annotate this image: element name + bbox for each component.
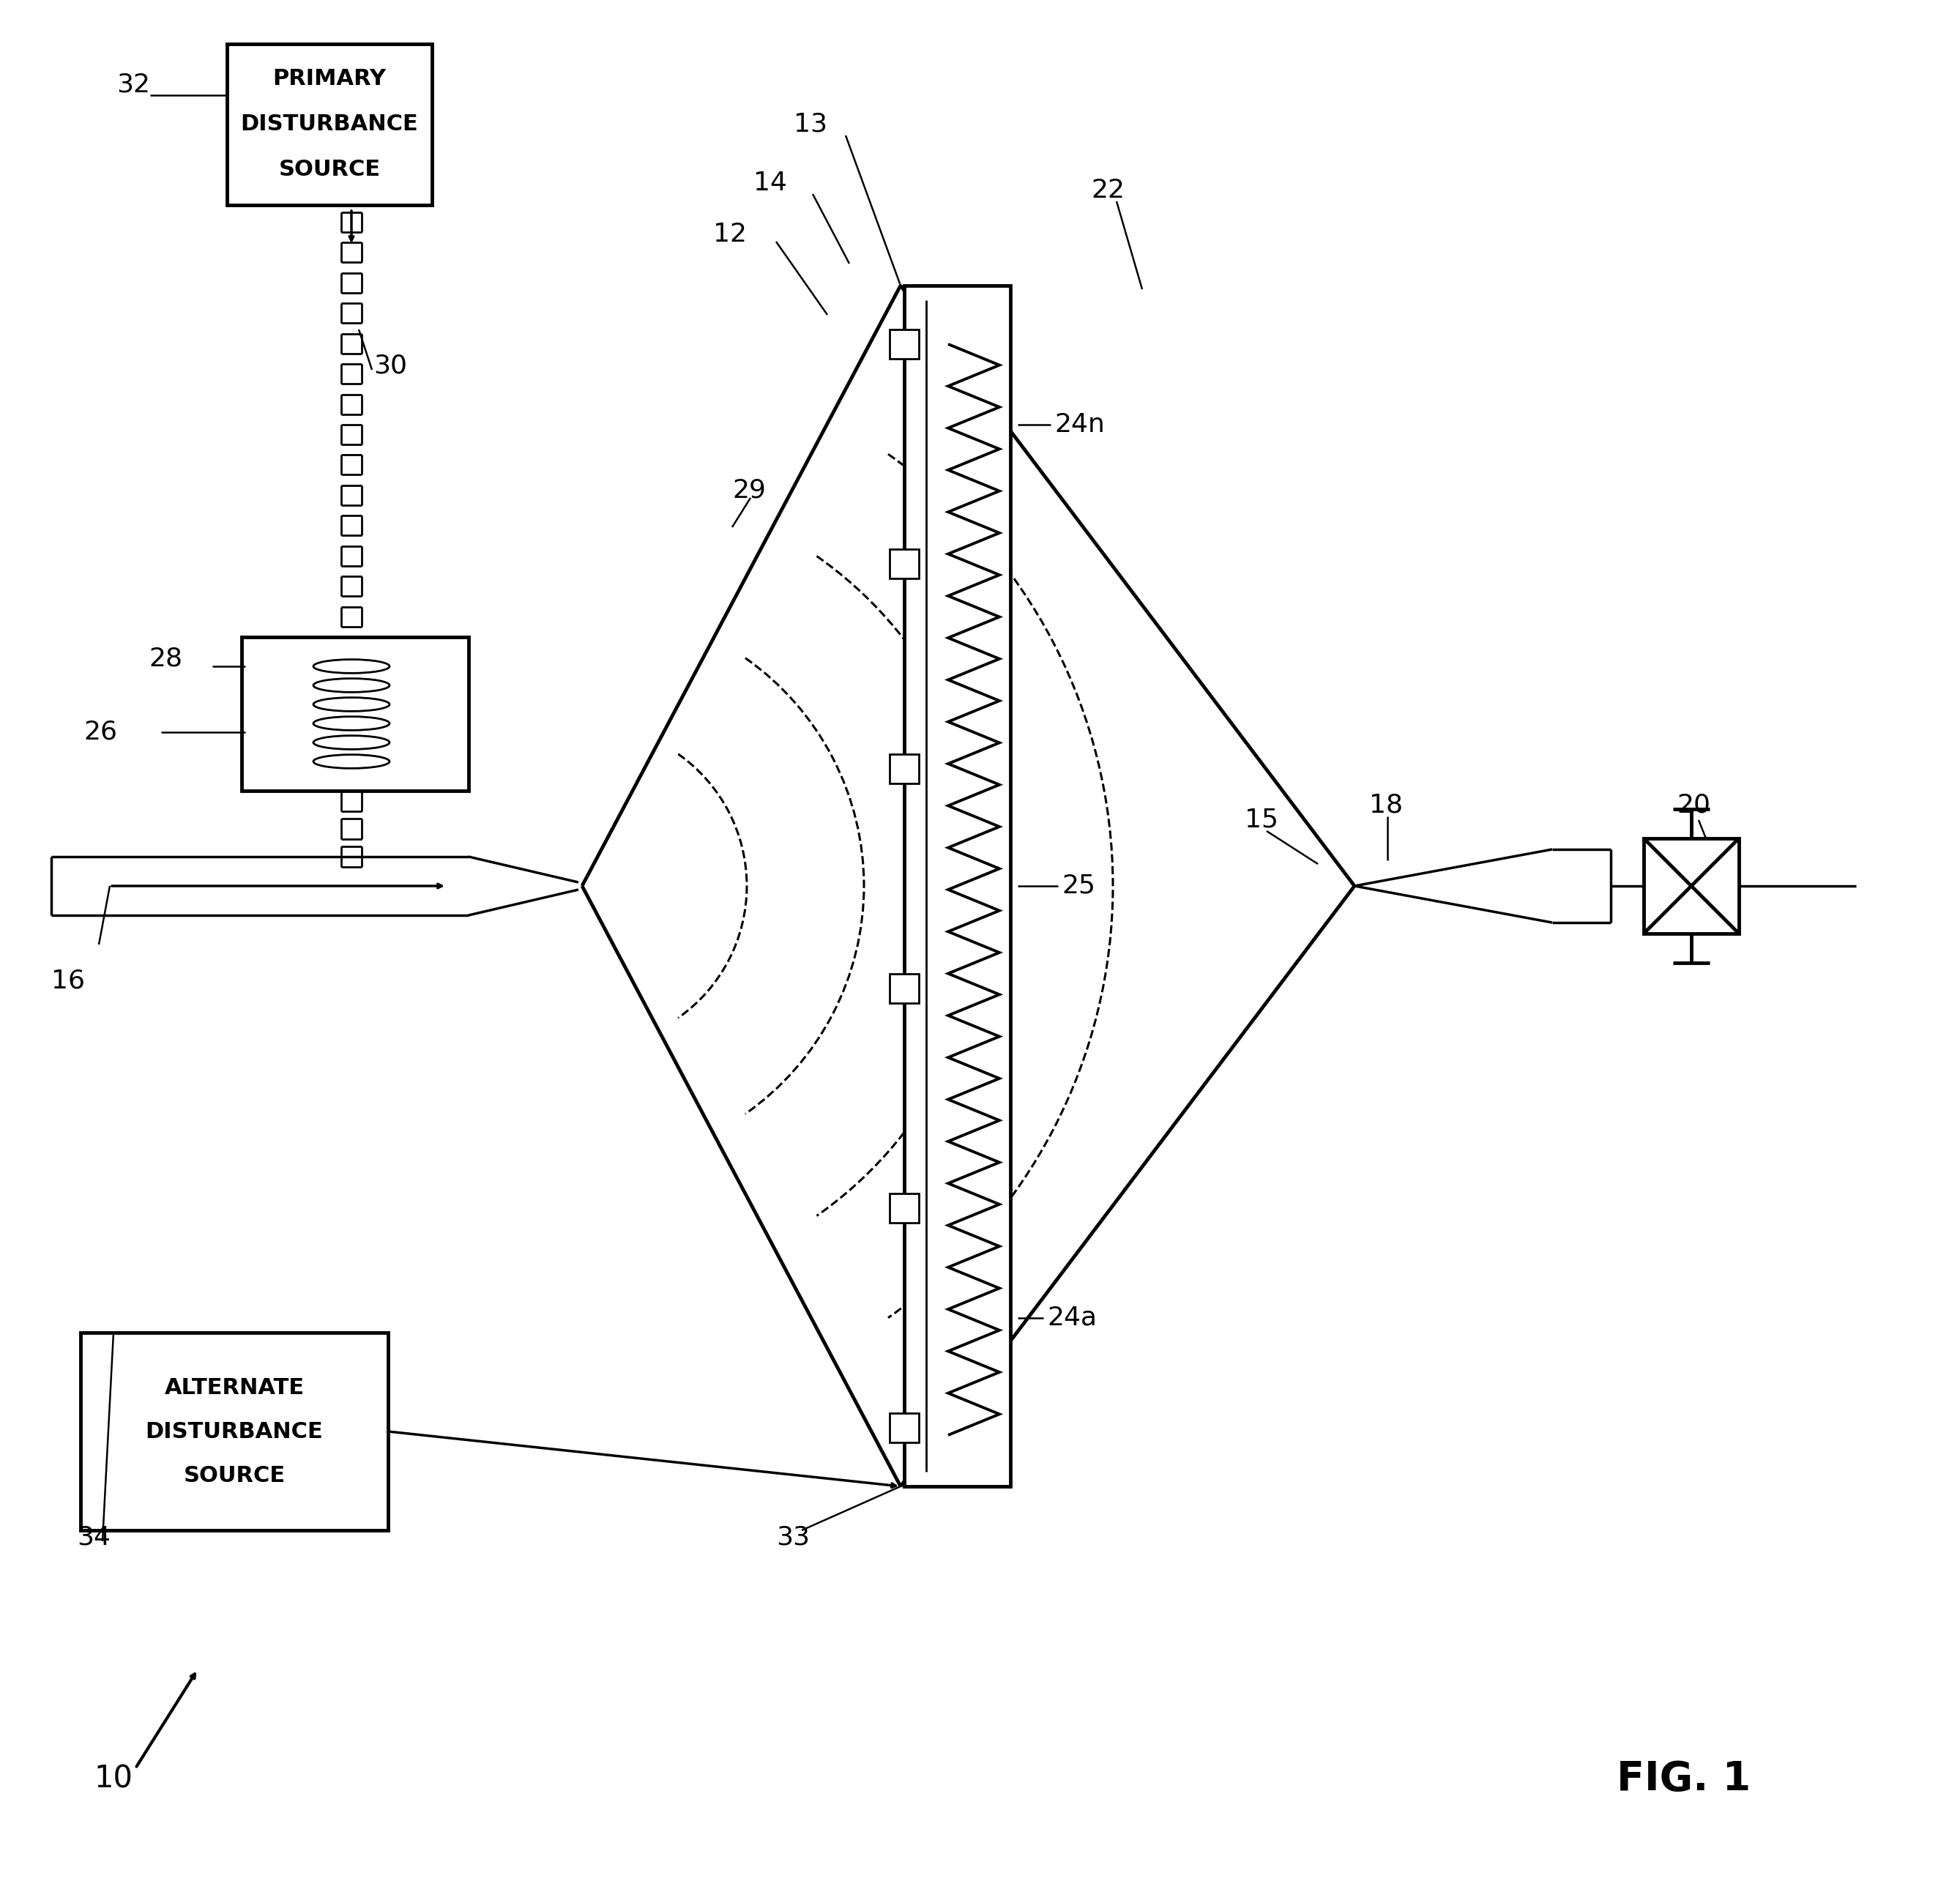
Text: 12: 12 — [713, 221, 747, 246]
Text: 30: 30 — [374, 354, 408, 378]
Text: 14: 14 — [753, 170, 788, 195]
Text: 25: 25 — [1062, 874, 1096, 899]
Text: DISTURBANCE: DISTURBANCE — [241, 114, 417, 134]
Ellipse shape — [314, 679, 390, 692]
Text: 24a: 24a — [1047, 1305, 1098, 1330]
Text: 13: 13 — [794, 112, 827, 136]
Bar — [890, 549, 919, 579]
Text: DISTURBANCE: DISTURBANCE — [145, 1421, 323, 1442]
Text: 10: 10 — [94, 1763, 133, 1796]
Text: 26: 26 — [84, 719, 118, 745]
Bar — [890, 974, 919, 1003]
Bar — [890, 1413, 919, 1442]
Text: PRIMARY: PRIMARY — [272, 68, 386, 89]
Bar — [890, 1194, 919, 1222]
Bar — [241, 638, 468, 791]
Ellipse shape — [314, 717, 390, 730]
Text: FIG. 1: FIG. 1 — [1617, 1760, 1750, 1799]
Bar — [904, 286, 1011, 1487]
Bar — [890, 329, 919, 359]
Ellipse shape — [314, 736, 390, 749]
Text: 16: 16 — [51, 969, 84, 993]
Ellipse shape — [314, 660, 390, 674]
Text: SOURCE: SOURCE — [184, 1464, 286, 1485]
Bar — [890, 755, 919, 783]
Text: 34: 34 — [76, 1525, 110, 1550]
Text: 33: 33 — [776, 1525, 809, 1550]
Text: 32: 32 — [116, 72, 151, 96]
Bar — [80, 1332, 388, 1531]
Text: 24n: 24n — [1054, 412, 1105, 437]
Ellipse shape — [314, 755, 390, 768]
Text: 15: 15 — [1245, 808, 1278, 832]
Text: ALTERNATE: ALTERNATE — [165, 1377, 304, 1398]
Text: 20: 20 — [1676, 793, 1711, 817]
Text: 18: 18 — [1370, 793, 1403, 817]
Ellipse shape — [314, 698, 390, 711]
Bar — [227, 44, 431, 204]
Bar — [1644, 838, 1739, 933]
Text: 28: 28 — [149, 647, 182, 672]
Text: 22: 22 — [1092, 178, 1125, 202]
Text: SOURCE: SOURCE — [278, 159, 380, 180]
Text: 29: 29 — [733, 479, 766, 503]
